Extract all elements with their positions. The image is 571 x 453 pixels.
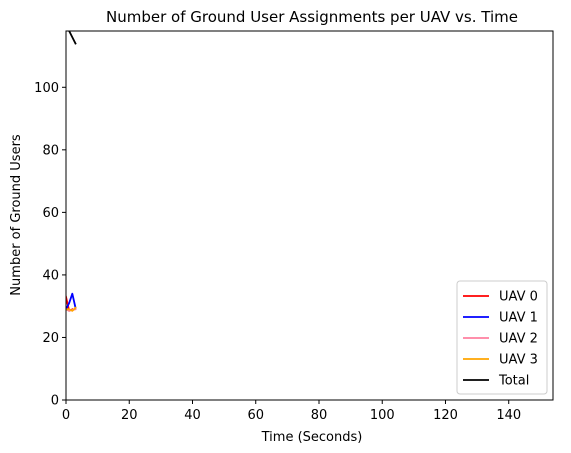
- series-line-total: [68, 31, 77, 45]
- y-axis: 0 20 40 60 80 100: [34, 81, 66, 409]
- plot-frame: [65, 30, 554, 401]
- legend: UAV 0 UAV 1 UAV 2 UAV 3 Total: [456, 280, 548, 395]
- x-tick-label: 80: [311, 408, 328, 423]
- y-tick-label: 80: [42, 143, 59, 158]
- legend-label: UAV 1: [499, 311, 538, 326]
- legend-label: UAV 3: [499, 353, 538, 368]
- x-tick-label: 60: [247, 408, 264, 423]
- x-tick-label: 100: [370, 408, 395, 423]
- chart-title: Number of Ground User Assignments per UA…: [106, 8, 518, 26]
- legend-label: Total: [498, 374, 529, 389]
- y-tick-label: 0: [51, 394, 59, 409]
- x-tick-label: 20: [121, 408, 138, 423]
- series-layer: [66, 31, 77, 312]
- x-tick-label: 140: [496, 408, 521, 423]
- x-axis-label: Time (Seconds): [261, 430, 363, 445]
- legend-label: UAV 0: [499, 290, 538, 305]
- x-tick-label: 40: [184, 408, 201, 423]
- y-tick-label: 40: [42, 268, 59, 283]
- y-tick-label: 100: [34, 81, 59, 96]
- x-axis: 0 20 40 60 80 100 120 140: [62, 400, 521, 423]
- y-tick-label: 60: [42, 206, 59, 221]
- series-line-uav-3: [66, 306, 77, 312]
- x-tick-label: 0: [62, 408, 70, 423]
- legend-box: [456, 280, 548, 395]
- series-line-uav-1: [66, 292, 77, 311]
- y-tick-label: 20: [42, 331, 59, 346]
- y-axis-label: Number of Ground Users: [9, 134, 24, 296]
- x-tick-label: 120: [433, 408, 458, 423]
- legend-label: UAV 2: [499, 332, 538, 347]
